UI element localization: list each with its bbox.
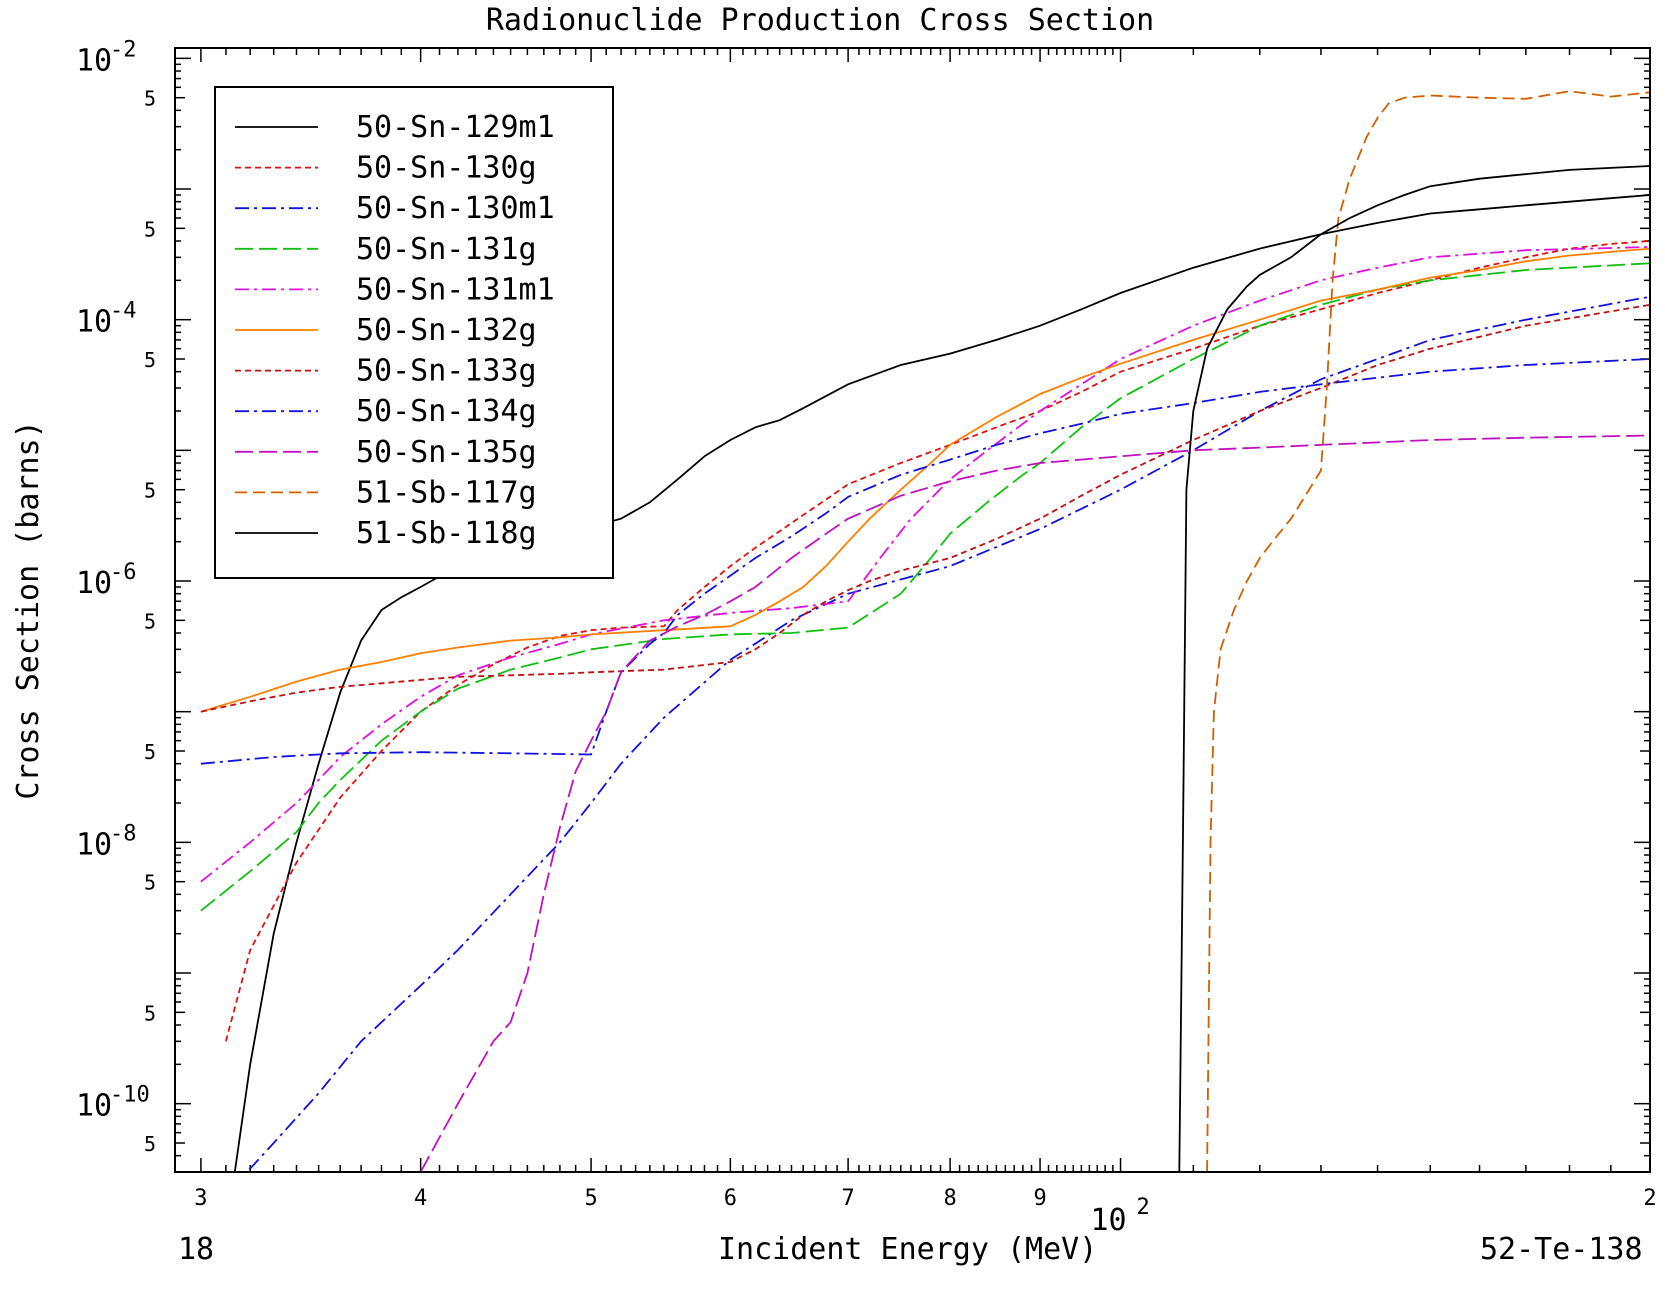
x-axis-label: Incident Energy (MeV) xyxy=(718,1232,1098,1267)
y-decade-exponent: -4 xyxy=(110,299,137,324)
y-decade-label: 10 xyxy=(76,566,112,601)
series-line-4 xyxy=(200,246,1650,883)
x-tick-label: 5 xyxy=(584,1186,597,1211)
x-tick-label: 6 xyxy=(724,1186,737,1211)
y-tick-label: 5 xyxy=(144,87,156,111)
x-tick-label: 2 xyxy=(1643,1186,1656,1211)
legend-label: 50-Sn-132g xyxy=(356,313,537,348)
y-decade-label: 10 xyxy=(76,827,112,862)
y-tick-label: 5 xyxy=(144,871,156,895)
series-line-3 xyxy=(200,262,1650,912)
y-axis-label: Cross Section (barns) xyxy=(11,420,46,799)
series-line-9 xyxy=(1206,90,1650,1172)
x-tick-labels: 3 4 5 6 7 8 9 2 10 2 xyxy=(194,1186,1656,1238)
y-decade-exponent: -2 xyxy=(110,37,137,62)
series-line-0 xyxy=(233,194,1650,1172)
y-tick-label: 5 xyxy=(144,1132,156,1156)
x-tick-label: 4 xyxy=(414,1186,427,1211)
legend: 50-Sn-129m1 50-Sn-130g 50-Sn-130m1 50-Sn-13… xyxy=(214,86,614,579)
series-line-6 xyxy=(200,303,1650,713)
legend-label: 50-Sn-130g xyxy=(356,151,537,186)
series-line-10 xyxy=(1178,165,1650,1172)
x-tick-label: 9 xyxy=(1033,1186,1046,1211)
legend-label: 50-Sn-130m1 xyxy=(356,191,555,226)
legend-label: 50-Sn-133g xyxy=(356,354,537,389)
plot-frame xyxy=(174,47,1651,1173)
legend-label: 50-Sn-129m1 xyxy=(356,110,555,145)
x-decade-exponent: 2 xyxy=(1137,1195,1150,1220)
y-tick-label: 5 xyxy=(144,1001,156,1025)
legend-box xyxy=(214,86,614,579)
legend-label: 51-Sb-118g xyxy=(356,516,537,551)
legend-label: 50-Sn-134g xyxy=(356,394,537,429)
chart-title: Radionuclide Production Cross Section xyxy=(486,3,1154,38)
y-tick-label: 5 xyxy=(144,609,156,633)
x-decade-label: 10 xyxy=(1090,1203,1126,1238)
series-layer xyxy=(200,90,1650,1172)
legend-label: 50-Sn-131g xyxy=(356,232,537,267)
y-decade-label: 10 xyxy=(76,43,112,78)
series-line-8 xyxy=(419,434,1650,1172)
footer-right-label: 52-Te-138 xyxy=(1480,1232,1643,1267)
y-tick-label: 5 xyxy=(144,348,156,372)
legend-label: 50-Sn-131m1 xyxy=(356,272,555,307)
y-tick-label: 5 xyxy=(144,740,156,764)
legend-label: 50-Sn-135g xyxy=(356,435,537,470)
series-line-1 xyxy=(225,240,1650,1042)
y-tick-label: 5 xyxy=(144,217,156,241)
x-tick-label: 3 xyxy=(194,1186,207,1211)
x-tick-label: 8 xyxy=(943,1186,956,1211)
y-tick-label: 5 xyxy=(144,479,156,503)
series-line-5 xyxy=(200,247,1650,713)
y-decade-label: 10 xyxy=(76,305,112,340)
footer-left-label: 18 xyxy=(178,1232,215,1267)
y-decade-exponent: -6 xyxy=(110,560,137,585)
y-decade-label: 10 xyxy=(76,1089,112,1124)
series-line-2 xyxy=(245,295,1650,1172)
y-decade-exponent: -8 xyxy=(110,821,137,846)
y-decade-exponent: -10 xyxy=(110,1083,150,1108)
legend-label: 51-Sb-117g xyxy=(356,475,537,510)
x-tick-label: 7 xyxy=(841,1186,854,1211)
